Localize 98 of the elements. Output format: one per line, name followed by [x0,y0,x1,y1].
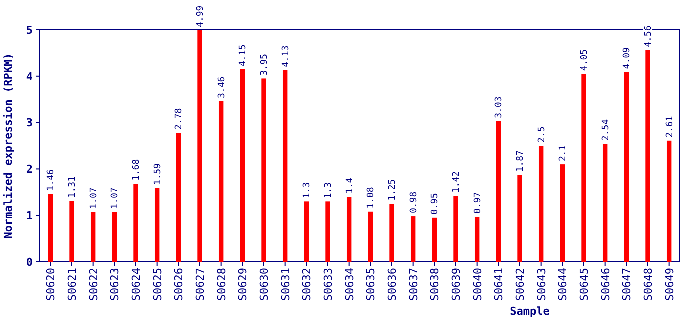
x-tick-label: S0640 [471,268,484,302]
bar [240,69,246,262]
data-label: 2.1 [558,145,569,162]
x-tick-label: S0639 [450,268,463,302]
data-label: 1.68 [132,159,142,182]
bar [624,72,630,262]
data-label: 4.15 [238,44,249,66]
y-tick-label: 3 [26,116,33,130]
x-tick-label: S0630 [258,268,271,302]
y-tick-label: 5 [26,24,33,37]
x-tick-label: S0623 [108,268,122,302]
data-label: 2.61 [665,116,676,138]
data-label: 1.87 [516,150,526,172]
data-label: 4.99 [196,6,206,28]
x-tick-label: S0636 [386,268,399,302]
x-tick-label: S0622 [87,268,100,302]
x-tick-label: S0620 [44,268,58,302]
bar [262,78,266,262]
bar [432,218,438,262]
data-label: 1.3 [302,182,313,199]
x-tick-label: S0647 [620,268,634,302]
x-tick-label: S0628 [215,268,228,302]
x-tick-label: S0649 [663,268,676,302]
x-tick-label: S0626 [172,268,186,302]
x-tick-label: S0632 [300,268,314,302]
data-label: 1.07 [89,188,100,210]
bar [410,216,416,262]
x-tick-label: S0642 [514,268,527,302]
bar [368,212,374,262]
data-label: 1.46 [46,170,57,192]
y-tick-label: 4 [26,70,34,84]
data-label: 0.98 [409,192,420,214]
bar [134,184,138,262]
x-tick-label: S0635 [364,268,378,302]
data-label: 4.05 [580,49,590,72]
x-tick-label: S0629 [236,268,250,302]
bar [70,201,74,262]
bar [496,121,502,262]
data-label: 2.78 [174,108,185,130]
data-label: 3.95 [260,54,270,76]
data-label: 1.31 [68,176,78,198]
bar [518,175,522,262]
data-label: 3.03 [494,96,505,118]
bar [282,70,288,262]
data-label: 1.3 [324,182,334,199]
x-tick-label: S0643 [535,268,548,302]
x-tick-label: S0641 [492,268,506,302]
x-tick-label: S0646 [599,268,612,302]
data-label: 4.13 [281,46,292,68]
bar [218,101,224,262]
bar [326,202,330,262]
bar [346,197,352,262]
x-tick-label: S0637 [407,268,420,302]
data-label: 1.4 [345,178,356,194]
data-label: 3.46 [217,76,228,98]
bar [560,164,566,262]
x-tick-label: S0631 [279,268,292,302]
data-label: 2.54 [601,119,612,142]
bar [48,194,54,262]
data-label: 1.42 [452,171,462,194]
bar [90,212,96,262]
y-axis-title: Normalized expression (RPKM) [2,53,15,239]
bar [582,74,586,262]
x-tick-label: S0644 [556,268,570,302]
x-tick-label: S0625 [151,268,164,302]
data-label: 4.09 [622,48,633,70]
bar [176,133,182,262]
bar [304,202,310,262]
data-label: 1.07 [110,188,121,210]
data-label: 2.5 [537,126,548,143]
y-tick-label: 1 [26,209,34,222]
x-tick-label: S0633 [322,268,335,302]
x-tick-label: S0634 [343,268,356,302]
x-tick-label: S0638 [428,268,442,302]
x-tick-label: S0621 [66,268,79,302]
bar [390,204,394,262]
y-tick-label: 0 [26,256,33,269]
x-tick-label: S0648 [642,268,655,302]
bar [666,140,672,262]
bar [198,30,202,262]
x-axis-title: Sample [510,305,550,318]
bar [454,196,458,262]
bar [474,216,480,262]
data-label: 1.08 [366,187,377,209]
y-tick-label: 2 [26,163,33,176]
bar [154,188,160,262]
data-label: 0.95 [430,193,441,215]
bar [112,212,118,262]
data-label: 1.25 [388,179,398,201]
x-tick-label: S0627 [194,268,207,302]
data-label: 1.59 [153,164,164,186]
bar [538,146,544,262]
data-label: 4.56 [644,26,654,48]
x-tick-label: S0645 [578,268,591,302]
bar [602,144,608,262]
bar [646,50,650,262]
data-label: 0.97 [473,192,484,214]
x-tick-label: S0624 [130,268,143,302]
